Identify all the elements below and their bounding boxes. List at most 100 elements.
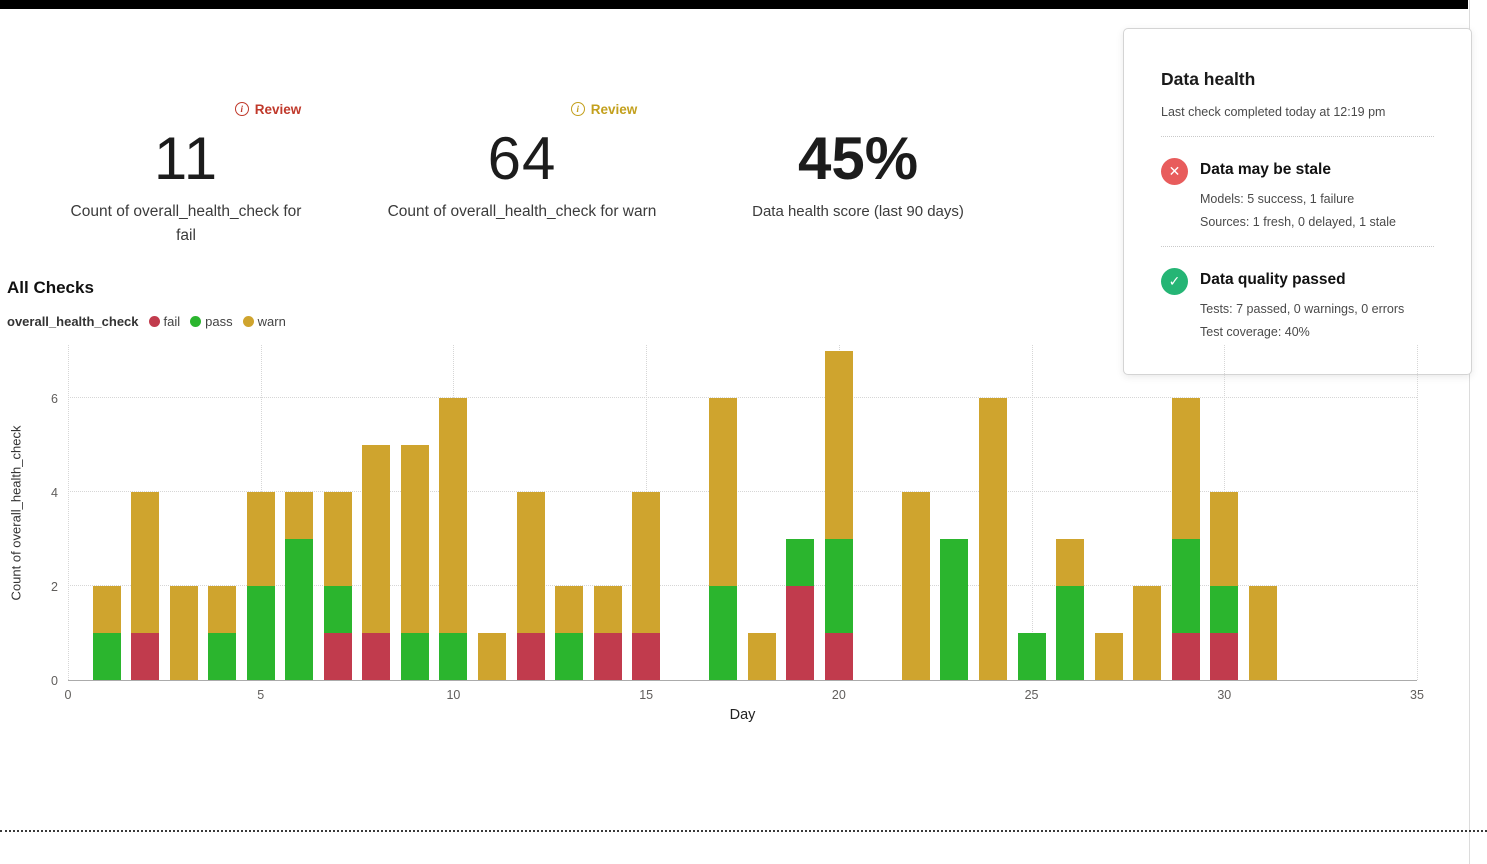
x-tick-label: 0 (64, 688, 72, 702)
bar-segment-fail-day-12[interactable] (516, 632, 545, 680)
bar-segment-warn-day-26[interactable] (1056, 538, 1085, 586)
bar-segment-pass-day-1[interactable] (92, 632, 121, 680)
kpi-label-health-score: Data health score (last 90 days) (752, 203, 964, 220)
y-axis-title: Count of overall_health_check (8, 425, 24, 601)
bar-segment-fail-day-30[interactable] (1210, 632, 1239, 680)
bar-segment-pass-day-25[interactable] (1017, 632, 1046, 680)
bar-segment-warn-day-13[interactable] (555, 585, 584, 633)
bar-segment-warn-day-20[interactable] (824, 350, 853, 539)
bar-segment-warn-day-5[interactable] (246, 491, 275, 586)
status-section-stale: ✕ Data may be stale Models: 5 success, 1… (1161, 156, 1434, 229)
bar-segment-pass-day-17[interactable] (709, 585, 738, 680)
kpi-label-fail: Count of overall_health_check for fail (70, 203, 302, 244)
x-circle-icon: ✕ (1161, 158, 1188, 185)
bar-segment-warn-day-30[interactable] (1210, 491, 1239, 586)
bar-segment-pass-day-7[interactable] (323, 585, 352, 633)
horizontal-gridline (68, 396, 1417, 398)
bar-segment-pass-day-4[interactable] (208, 632, 237, 680)
bottom-dotted-divider (0, 830, 1487, 832)
bar-segment-warn-day-12[interactable] (516, 491, 545, 633)
info-icon: i (234, 102, 249, 116)
y-tick-label: 2 (51, 579, 58, 594)
bar-segment-pass-day-5[interactable] (246, 585, 275, 680)
review-link-fail[interactable]: i Review (108, 100, 428, 118)
status-section-quality: ✓ Data quality passed Tests: 7 passed, 0… (1161, 266, 1434, 339)
bar-segment-warn-day-7[interactable] (323, 491, 352, 586)
bar-segment-warn-day-10[interactable] (439, 397, 468, 633)
bar-segment-pass-day-26[interactable] (1056, 585, 1085, 680)
bar-segment-fail-day-15[interactable] (632, 632, 661, 680)
bar-segment-pass-day-13[interactable] (555, 632, 584, 680)
legend-dot (242, 316, 254, 327)
bar-segment-pass-day-30[interactable] (1210, 585, 1239, 633)
bar-segment-warn-day-1[interactable] (92, 585, 121, 633)
y-tick-label: 4 (51, 485, 58, 500)
bar-segment-fail-day-20[interactable] (824, 632, 853, 680)
bar-segment-fail-day-7[interactable] (323, 632, 352, 680)
right-divider-line (1469, 0, 1470, 864)
data-health-panel: Data health Last check completed today a… (1123, 28, 1472, 375)
bar-segment-warn-day-27[interactable] (1094, 632, 1123, 680)
horizontal-gridline (68, 490, 1417, 492)
bar-segment-warn-day-18[interactable] (747, 632, 776, 680)
bar-segment-fail-day-8[interactable] (362, 632, 391, 680)
bar-segment-warn-day-2[interactable] (131, 491, 160, 633)
bar-segment-fail-day-14[interactable] (593, 632, 622, 680)
x-tick-label: 30 (1217, 688, 1232, 702)
chart-title: All Checks (7, 278, 94, 297)
legend-label: pass (205, 314, 233, 329)
bar-segment-warn-day-31[interactable] (1248, 585, 1277, 680)
bar-segment-warn-day-11[interactable] (477, 632, 506, 680)
legend-item-warn[interactable]: warn (242, 314, 286, 329)
check-circle-icon: ✓ (1161, 268, 1188, 295)
bar-segment-warn-day-8[interactable] (362, 444, 391, 633)
status-detail: Test coverage: 40% (1200, 325, 1310, 339)
bar-segment-fail-day-29[interactable] (1171, 632, 1200, 680)
last-check-timestamp: Last check completed today at 12:19 pm (1161, 105, 1386, 119)
legend-item-fail[interactable]: fail (148, 314, 181, 329)
bar-segment-warn-day-15[interactable] (632, 491, 661, 633)
bar-segment-pass-day-29[interactable] (1171, 538, 1200, 633)
bar-segment-pass-day-20[interactable] (824, 538, 853, 633)
info-icon: i (570, 102, 585, 116)
bar-segment-warn-day-14[interactable] (593, 585, 622, 633)
bar-segment-warn-day-6[interactable] (285, 491, 314, 539)
x-tick-label: 35 (1410, 688, 1424, 702)
bar-segment-warn-day-28[interactable] (1133, 585, 1162, 680)
legend-dot (148, 316, 160, 327)
review-link-warn[interactable]: i Review (444, 100, 764, 118)
status-detail: Tests: 7 passed, 0 warnings, 0 errors (1200, 302, 1405, 316)
status-title: Data quality passed (1200, 271, 1346, 288)
bar-segment-warn-day-3[interactable] (169, 585, 198, 680)
bar-segment-warn-day-9[interactable] (400, 444, 429, 633)
bar-segment-pass-day-23[interactable] (940, 538, 969, 680)
bar-segment-fail-day-19[interactable] (786, 585, 815, 680)
x-tick-label: 25 (1024, 688, 1039, 702)
legend-title: overall_health_check (7, 314, 139, 329)
bar-segment-pass-day-6[interactable] (285, 538, 314, 680)
legend-item-pass[interactable]: pass (190, 314, 233, 329)
vertical-gridline (1031, 345, 1033, 680)
review-label: Review (590, 101, 638, 117)
bar-segment-pass-day-10[interactable] (439, 632, 468, 680)
plot-area (68, 345, 1418, 681)
kpi-fail-count: i Review 11 Count of overall_health_chec… (26, 100, 346, 248)
separator (1161, 136, 1434, 137)
bar-segment-warn-day-29[interactable] (1171, 397, 1200, 539)
x-axis-labels: 0 5 10 15 20 25 30 35 (64, 688, 1424, 704)
bar-segment-warn-day-17[interactable] (709, 397, 738, 586)
review-label: Review (254, 101, 302, 117)
bar-segment-warn-day-4[interactable] (208, 585, 237, 633)
x-tick-label: 15 (639, 688, 654, 702)
bar-segment-warn-day-24[interactable] (979, 397, 1008, 680)
bar-segment-pass-day-19[interactable] (786, 538, 815, 586)
bar-segment-warn-day-22[interactable] (901, 491, 930, 680)
legend-label: fail (163, 314, 181, 329)
kpi-warn-count: i Review 64 Count of overall_health_chec… (362, 100, 682, 224)
vertical-gridline (1417, 345, 1418, 680)
bar-segment-pass-day-9[interactable] (400, 632, 429, 680)
status-detail: Models: 5 success, 1 failure (1200, 192, 1355, 206)
legend-dot (190, 316, 202, 327)
bar-segment-fail-day-2[interactable] (131, 632, 160, 680)
